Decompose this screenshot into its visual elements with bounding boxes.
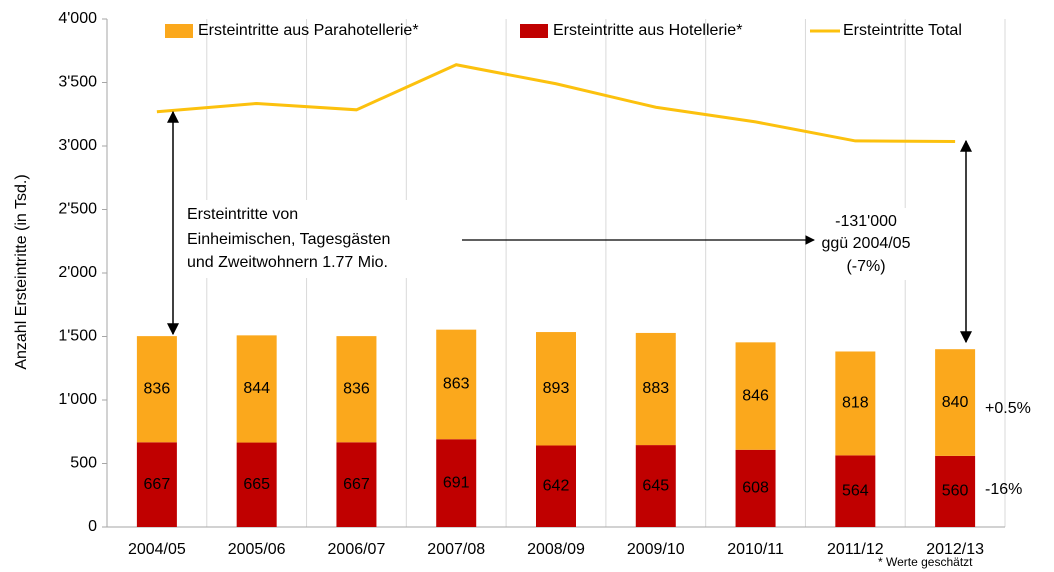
data-label: 836 bbox=[144, 380, 171, 397]
y-tick-label: 2'000 bbox=[58, 264, 97, 281]
annotation-box bbox=[180, 200, 456, 278]
data-label: 642 bbox=[543, 477, 570, 494]
bar-segment bbox=[935, 455, 976, 527]
y-tick-label: 0 bbox=[88, 518, 97, 535]
bar-segment bbox=[835, 455, 876, 527]
x-tick-label: 2004/05 bbox=[128, 541, 186, 558]
legend-label: Ersteintritte aus Parahotellerie* bbox=[198, 22, 419, 39]
data-label: 840 bbox=[942, 394, 969, 411]
data-label: 818 bbox=[842, 395, 869, 412]
data-label: 893 bbox=[543, 380, 570, 397]
x-tick-label: 2005/06 bbox=[228, 541, 286, 558]
data-label: 691 bbox=[443, 474, 470, 491]
data-label: 846 bbox=[742, 387, 769, 404]
bar-segment bbox=[436, 329, 477, 440]
line bbox=[156, 63, 956, 144]
bar-segment bbox=[436, 439, 477, 527]
data-label: 836 bbox=[343, 380, 370, 397]
x-tick-label: 2006/07 bbox=[328, 541, 386, 558]
bar-segment bbox=[536, 445, 576, 527]
data-label: 560 bbox=[942, 483, 969, 500]
annotation: ggü 2004/05 bbox=[822, 235, 911, 252]
y-axis-label: Anzahl Ersteintritte (in Tsd.) bbox=[13, 174, 30, 369]
annotation: -131'000 bbox=[835, 213, 897, 230]
annotation-box bbox=[812, 208, 922, 280]
legend-swatch bbox=[165, 24, 193, 38]
y-tick-label: 500 bbox=[70, 455, 97, 472]
bar-segment bbox=[635, 445, 676, 527]
x-tick-label: 2007/08 bbox=[427, 541, 485, 558]
bar-segment bbox=[635, 332, 676, 446]
bar-segment bbox=[835, 351, 876, 456]
data-label: 665 bbox=[243, 476, 270, 493]
data-label: 844 bbox=[243, 380, 270, 397]
legend-swatch bbox=[520, 24, 548, 38]
legend-label: Ersteintritte aus Hotellerie* bbox=[553, 22, 742, 39]
annotation: Ersteintritte von bbox=[187, 206, 298, 223]
data-label: 883 bbox=[642, 380, 669, 397]
data-label: 667 bbox=[144, 476, 171, 493]
bar-segment bbox=[136, 442, 177, 527]
y-tick-label: 3'500 bbox=[58, 74, 97, 91]
annotation: (-7%) bbox=[846, 258, 885, 275]
y-tick-label: 2'500 bbox=[58, 201, 97, 218]
bar-segment bbox=[735, 342, 776, 450]
data-label: 667 bbox=[343, 476, 370, 493]
bar-segment bbox=[536, 332, 576, 446]
annotation: +0.5% bbox=[985, 400, 1031, 417]
bar-segment bbox=[336, 336, 377, 443]
bar-segment bbox=[236, 442, 277, 527]
legend-label: Ersteintritte Total bbox=[843, 22, 962, 39]
x-tick-label: 2009/10 bbox=[627, 541, 685, 558]
annotation: -16% bbox=[985, 481, 1022, 498]
annotation: Einheimischen, Tagesgästen bbox=[187, 231, 390, 248]
annotation: und Zweitwohnern 1.77 Mio. bbox=[187, 254, 388, 271]
x-tick-label: 2010/11 bbox=[727, 541, 784, 558]
y-tick-label: 1'500 bbox=[58, 328, 97, 345]
bar-segment bbox=[236, 335, 277, 443]
bar-segment bbox=[136, 336, 177, 443]
footnote: * Werte geschätzt bbox=[878, 555, 973, 569]
data-label: 863 bbox=[443, 376, 470, 393]
y-tick-label: 3'000 bbox=[58, 137, 97, 154]
data-label: 608 bbox=[742, 480, 769, 497]
y-tick-label: 4'000 bbox=[58, 10, 97, 27]
data-label: 645 bbox=[642, 477, 669, 494]
bar-segment bbox=[735, 449, 776, 527]
plot-area: 0 500 1'000 1'500 2'000 2'500 3'000 3'500 4'000 2… bbox=[58, 10, 1006, 558]
bar-segment bbox=[336, 442, 377, 527]
bar-segment bbox=[935, 349, 976, 456]
x-tick-label: 2011/12 bbox=[827, 541, 884, 558]
x-tick-label: 2012/13 bbox=[926, 541, 984, 558]
y-tick-label: 1'000 bbox=[58, 391, 97, 408]
x-tick-label: 2008/09 bbox=[527, 541, 585, 558]
data-label: 564 bbox=[842, 482, 869, 499]
